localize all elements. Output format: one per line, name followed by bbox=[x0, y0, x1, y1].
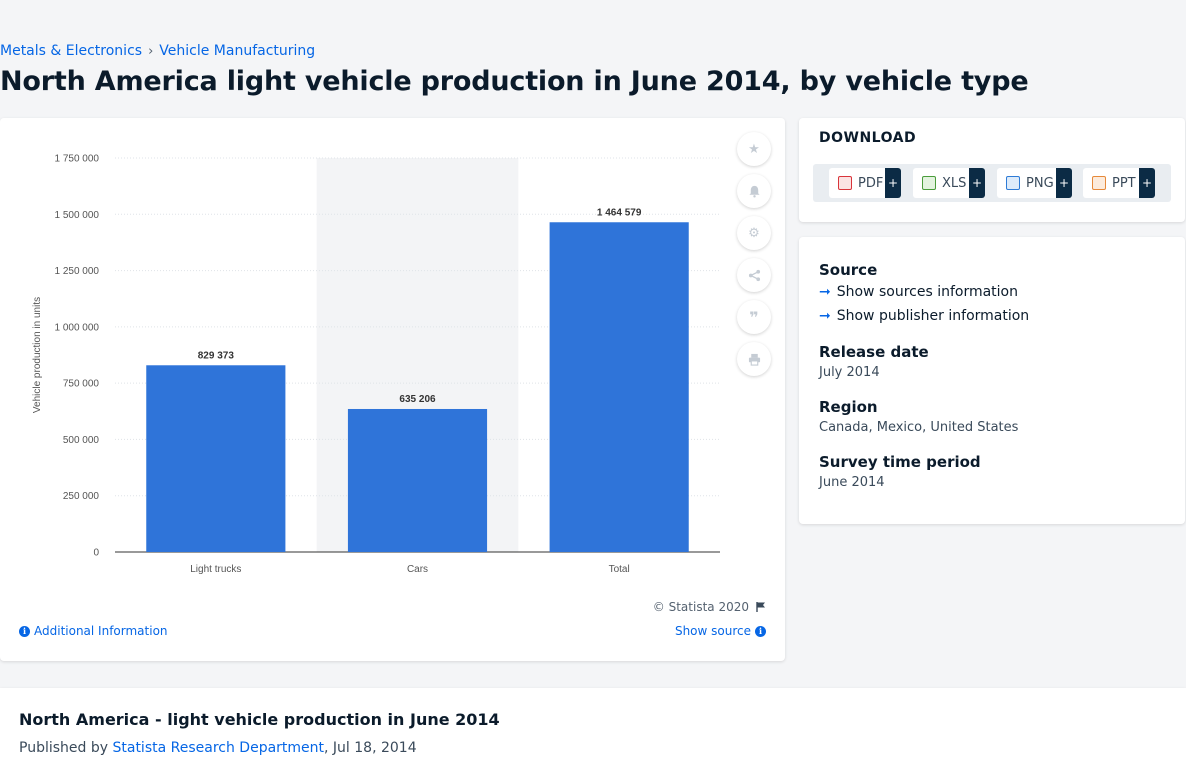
copyright-notice: © Statista 2020 bbox=[653, 600, 767, 614]
xls-file-icon bbox=[922, 176, 936, 190]
share-icon bbox=[748, 269, 760, 281]
y-axis-label: Vehicle production in units bbox=[32, 297, 43, 413]
quote-icon: ❞ bbox=[749, 307, 759, 327]
show-sources-label: Show sources information bbox=[836, 284, 1018, 300]
bar-cars bbox=[347, 408, 488, 552]
show-publisher-label: Show publisher information bbox=[836, 308, 1030, 324]
favorite-button[interactable]: ★ bbox=[737, 132, 771, 166]
print-icon bbox=[748, 353, 760, 366]
y-tick-label: 1 500 000 bbox=[55, 210, 100, 221]
download-pdf-button[interactable]: PDF + bbox=[829, 168, 901, 198]
show-source-link[interactable]: Show source i bbox=[675, 624, 766, 638]
show-sources-link[interactable]: ➞ Show sources information bbox=[819, 284, 1018, 300]
region-heading: Region bbox=[819, 398, 878, 416]
region-value: Canada, Mexico, United States bbox=[819, 420, 1019, 435]
notification-button[interactable] bbox=[737, 174, 771, 208]
x-tick-label: Light trucks bbox=[190, 564, 241, 575]
settings-button[interactable]: ⚙ bbox=[737, 216, 771, 250]
breadcrumb-link-vehicle[interactable]: Vehicle Manufacturing bbox=[159, 43, 316, 59]
y-tick-label: 500 000 bbox=[63, 435, 100, 446]
source-heading: Source bbox=[819, 261, 878, 279]
arrow-right-icon: ➞ bbox=[819, 284, 831, 300]
top-bar bbox=[0, 0, 1186, 40]
y-tick-label: 1 250 000 bbox=[55, 266, 100, 277]
arrow-right-icon: ➞ bbox=[819, 308, 831, 324]
show-source-label: Show source bbox=[674, 624, 751, 638]
chart-card: 0 250 000 500 000 750 000 1 000 000 1 250 000… bbox=[0, 118, 785, 661]
plus-icon: + bbox=[969, 168, 985, 198]
y-tick-label: 750 000 bbox=[63, 379, 100, 390]
data-label: 1 464 579 bbox=[597, 207, 642, 218]
copyright-text: © Statista 2020 bbox=[652, 600, 749, 614]
survey-period-value: June 2014 bbox=[819, 475, 885, 490]
bell-icon bbox=[748, 185, 760, 198]
breadcrumb-link-metals[interactable]: Metals & Electronics bbox=[0, 43, 143, 59]
publisher-link[interactable]: Statista Research Department bbox=[112, 740, 325, 756]
cite-button[interactable]: ❞ bbox=[737, 300, 771, 334]
download-xls-label: XLS bbox=[942, 175, 967, 191]
data-label: 635 206 bbox=[399, 394, 436, 405]
description-title: North America - light vehicle production… bbox=[19, 710, 500, 729]
chart-toolbar: ★ ⚙ ❞ bbox=[737, 132, 773, 384]
star-icon: ★ bbox=[748, 141, 760, 157]
plus-icon: + bbox=[885, 168, 901, 198]
x-tick-label: Total bbox=[609, 564, 630, 575]
additional-info-link[interactable]: i Additional Information bbox=[19, 624, 168, 638]
release-date-heading: Release date bbox=[819, 343, 929, 361]
download-png-button[interactable]: PNG + bbox=[997, 168, 1072, 198]
download-ppt-button[interactable]: PPT + bbox=[1083, 168, 1155, 198]
plus-icon: + bbox=[1056, 168, 1072, 198]
download-card: DOWNLOAD PDF + XLS + PNG + PPT + bbox=[799, 118, 1185, 222]
print-button[interactable] bbox=[737, 342, 771, 376]
download-title: DOWNLOAD bbox=[819, 130, 917, 146]
survey-period-heading: Survey time period bbox=[819, 453, 981, 471]
png-file-icon bbox=[1006, 176, 1020, 190]
y-tick-label: 1 000 000 bbox=[55, 322, 100, 333]
plus-icon: + bbox=[1139, 168, 1155, 198]
x-tick-label: Cars bbox=[407, 564, 428, 575]
y-tick-label: 0 bbox=[93, 548, 99, 559]
y-tick-label: 250 000 bbox=[63, 491, 100, 502]
page-title: North America light vehicle production i… bbox=[0, 66, 1029, 97]
additional-info-label: Additional Information bbox=[34, 624, 168, 638]
description-card: North America - light vehicle production… bbox=[0, 688, 1186, 760]
download-ppt-label: PPT bbox=[1112, 175, 1136, 191]
gear-icon: ⚙ bbox=[748, 225, 760, 241]
published-date: , Jul 18, 2014 bbox=[324, 740, 417, 756]
bar-chart: 0 250 000 500 000 750 000 1 000 000 1 250 000… bbox=[32, 154, 720, 575]
download-png-label: PNG bbox=[1026, 175, 1054, 191]
published-prefix: Published by bbox=[19, 740, 113, 756]
show-publisher-link[interactable]: ➞ Show publisher information bbox=[819, 308, 1029, 324]
statistic-details-card: Source ➞ Show sources information ➞ Show… bbox=[799, 237, 1185, 524]
share-button[interactable] bbox=[737, 258, 771, 292]
bar-light-trucks bbox=[146, 365, 286, 552]
download-buttons: PDF + XLS + PNG + PPT + bbox=[813, 164, 1171, 202]
download-pdf-label: PDF bbox=[858, 175, 884, 191]
y-tick-label: 1 750 000 bbox=[55, 154, 100, 165]
info-icon: i bbox=[19, 625, 30, 637]
data-label: 829 373 bbox=[198, 350, 235, 361]
release-date-value: July 2014 bbox=[819, 365, 880, 380]
pdf-file-icon bbox=[838, 176, 852, 190]
download-xls-button[interactable]: XLS + bbox=[913, 168, 985, 198]
ppt-file-icon bbox=[1092, 176, 1106, 190]
published-by: Published by Statista Research Departmen… bbox=[19, 740, 417, 756]
bar-total bbox=[549, 222, 689, 552]
flag-icon[interactable] bbox=[755, 601, 767, 613]
info-icon: i bbox=[755, 625, 766, 637]
breadcrumb-separator: › bbox=[148, 43, 154, 59]
breadcrumb: Metals & Electronics › Vehicle Manufactu… bbox=[0, 43, 315, 59]
